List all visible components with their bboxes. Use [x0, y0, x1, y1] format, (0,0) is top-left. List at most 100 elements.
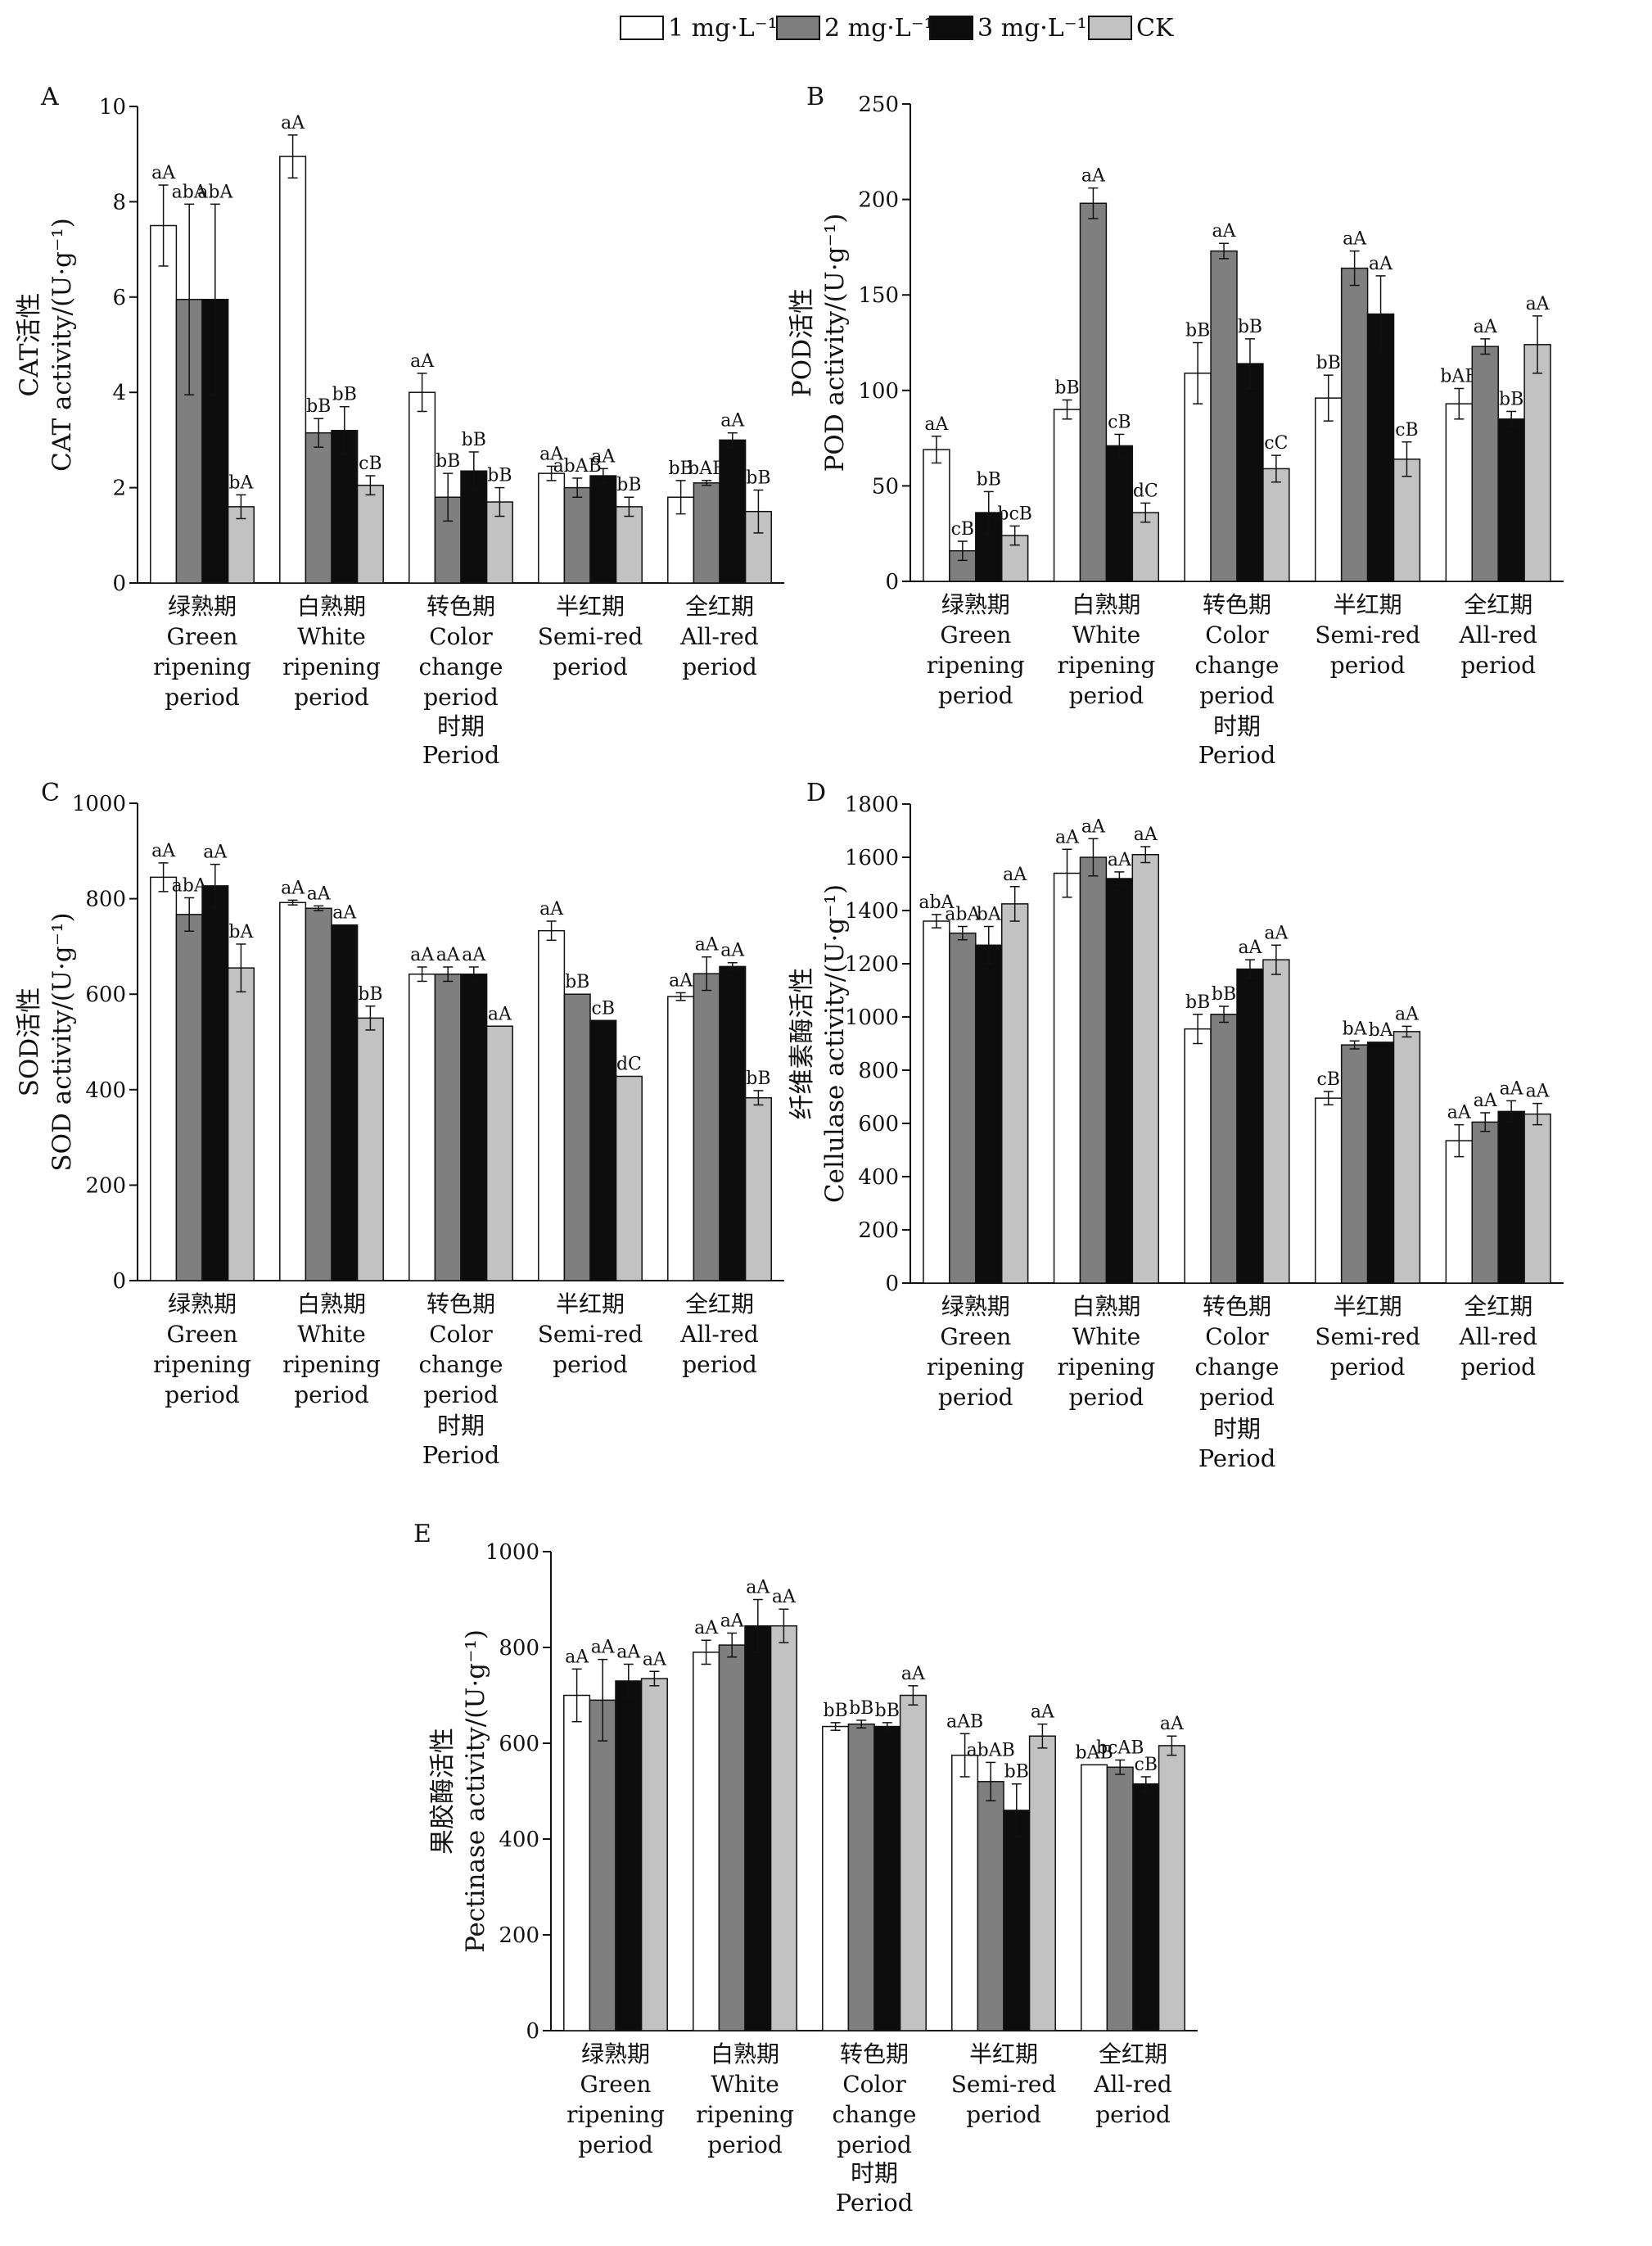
bar — [201, 885, 229, 1281]
x-tick-label: Color — [842, 2071, 906, 2098]
x-tick-label: period — [966, 2101, 1041, 2128]
x-tick-label: All-red — [1458, 621, 1537, 648]
y-tick-label: 200 — [858, 188, 899, 213]
x-tick-label: Semi-red — [538, 623, 643, 650]
x-tick-label: Semi-red — [1315, 1323, 1420, 1350]
x-tick-label: White — [297, 1321, 366, 1348]
significance-label: bB — [1185, 992, 1210, 1013]
significance-label: bB — [1316, 353, 1341, 373]
bar — [1000, 903, 1029, 1284]
bar — [1132, 1783, 1160, 2031]
significance-label: aA — [1160, 1714, 1185, 1734]
chart-panel-c: C 0 200 400 600 800 1000 SOD活性 SOD activity/(U·g… — [15, 779, 784, 1469]
significance-label: cB — [1135, 1755, 1158, 1775]
x-tick-label: 绿熟期 — [168, 1290, 237, 1317]
y-tick-label: 1000 — [485, 1540, 539, 1565]
panel-letter: D — [806, 779, 826, 807]
x-tick-label: period — [837, 2131, 912, 2158]
x-tick-label: change — [1195, 652, 1280, 679]
bar — [589, 1019, 617, 1281]
x-tick-label: 转色期 — [427, 593, 495, 620]
y-axis-title: 果胶酶活性 Pectinase activity/(U·g⁻¹) — [428, 1629, 490, 1953]
x-tick-label: 白熟期 — [297, 1290, 366, 1317]
bar — [923, 449, 950, 582]
y-axis-title-cn: POD活性 — [788, 288, 817, 397]
y-tick-label: 600 — [85, 983, 126, 1007]
x-tick-label: Semi-red — [538, 1321, 643, 1348]
bar — [1315, 397, 1343, 582]
bar — [485, 1025, 513, 1281]
x-tick-label: period — [1199, 682, 1275, 709]
y-tick-label: 150 — [858, 283, 899, 308]
bar — [615, 1680, 643, 2031]
significance-label: bB — [1238, 317, 1262, 337]
significance-label: bcAB — [1096, 1738, 1144, 1758]
significance-label: cC — [1264, 433, 1288, 454]
x-tick-label: 绿熟期 — [168, 593, 237, 620]
y-axis-title-en: Pectinase activity/(U·g⁻¹) — [461, 1629, 490, 1953]
y-tick-label: 400 — [85, 1078, 126, 1103]
significance-label: cB — [359, 454, 382, 474]
x-axis-title-cn: 时期 — [437, 712, 485, 740]
significance-label: aA — [695, 935, 720, 956]
significance-label: aA — [1447, 1103, 1472, 1123]
x-tick-label: 全红期 — [1464, 591, 1532, 618]
x-axis-title-cn: 时期 — [1213, 712, 1261, 740]
significance-label: bB — [668, 459, 693, 479]
significance-label: aA — [720, 941, 745, 961]
bar — [1028, 1735, 1056, 2031]
bar — [615, 506, 643, 584]
y-axis-title-en: Cellulase activity/(U·g⁻¹) — [820, 884, 850, 1203]
x-axis-title-en: Period — [1198, 741, 1276, 769]
x-tick-label: period — [1199, 1384, 1275, 1411]
bar — [951, 1754, 979, 2031]
significance-label: bA — [228, 922, 254, 942]
significance-label: aA — [772, 1587, 797, 1607]
x-tick-label: 半红期 — [556, 1290, 625, 1317]
bar — [305, 907, 332, 1281]
y-tick-label: 1800 — [845, 793, 899, 817]
bar — [744, 1096, 772, 1281]
legend-label: 2 mg·L⁻¹ — [824, 14, 934, 43]
y-tick-label: 400 — [499, 1828, 539, 1852]
x-tick-label: ripening — [153, 1351, 251, 1378]
x-tick-label: 半红期 — [556, 593, 625, 620]
significance-label: bB — [746, 1069, 770, 1089]
significance-label: dC — [616, 1054, 642, 1074]
significance-label: abAB — [553, 456, 602, 477]
x-tick-label: change — [419, 653, 503, 680]
x-tick-label: Color — [1205, 1323, 1269, 1350]
significance-label: aA — [565, 1647, 589, 1667]
significance-label: abA — [945, 905, 981, 925]
significance-label: aA — [1134, 825, 1158, 845]
significance-label: aA — [1500, 1078, 1524, 1099]
significance-label: bB — [616, 475, 641, 495]
bar — [1081, 1764, 1108, 2031]
bar — [1497, 418, 1525, 582]
x-tick-label: All-red — [1093, 2071, 1172, 2098]
significance-label: bB — [332, 385, 357, 405]
significance-label: aA — [1343, 229, 1367, 250]
bar — [150, 876, 178, 1281]
y-tick-label: 100 — [858, 379, 899, 404]
bar — [693, 1652, 720, 2031]
bar — [563, 993, 591, 1281]
x-tick-label: Color — [429, 1321, 493, 1348]
bar — [227, 967, 255, 1281]
bar — [1392, 459, 1421, 582]
x-tick-label: Green — [940, 621, 1011, 648]
y-tick-label: 2 — [112, 477, 126, 501]
bar — [589, 1699, 616, 2031]
significance-label: bB — [462, 430, 486, 450]
significance-label: aA — [643, 1649, 667, 1670]
x-tick-label: period — [682, 653, 757, 680]
y-axis-title-cn: 纤维素酶活性 — [788, 968, 817, 1120]
y-tick-label: 1200 — [845, 952, 899, 977]
x-axis-title-cn: 时期 — [1213, 1415, 1261, 1443]
x-tick-label: 半红期 — [1334, 591, 1402, 618]
significance-label: aA — [539, 899, 564, 920]
chart-panel-d: D 0 200 400 600 800 1000 1200 1400 1600 1800 纤维素酶活性… — [788, 779, 1564, 1472]
x-tick-label: change — [1195, 1353, 1280, 1381]
significance-label: cB — [951, 519, 975, 540]
